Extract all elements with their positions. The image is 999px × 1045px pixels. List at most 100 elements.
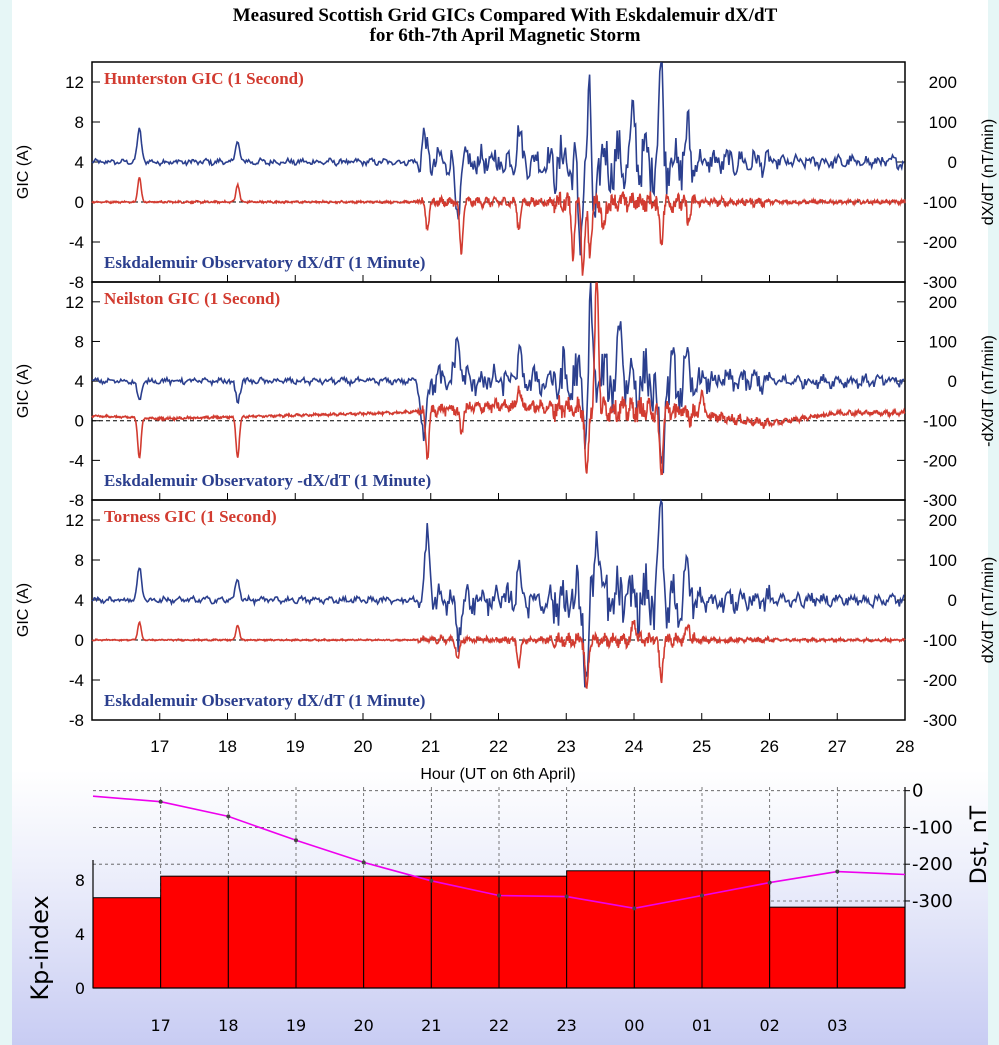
dxdt-series-line: [92, 283, 904, 473]
right-tick-label: -100: [923, 631, 957, 650]
left-tick-label: 12: [65, 293, 84, 312]
dxdt-series-label: Eskdalemuir Observatory dX/dT (1 Minute): [104, 253, 425, 272]
right-tick-label: -200: [923, 671, 957, 690]
kp-bar: [837, 907, 905, 988]
x-tick-label: 19: [286, 737, 305, 756]
dst-point: [362, 860, 366, 864]
left-tick-label: 8: [75, 113, 84, 132]
kp-x-tick-label: 21: [421, 1016, 441, 1035]
dst-point: [159, 800, 163, 804]
left-tick-label: -4: [69, 233, 84, 252]
panel-frame-1: [92, 62, 905, 282]
kp-x-tick-label: 03: [827, 1016, 847, 1035]
x-tick-label: 20: [354, 737, 373, 756]
y-axis-label-right: dX/dT (nT/min): [980, 119, 997, 225]
kp-x-tick-label: 23: [556, 1016, 576, 1035]
gic-series-line: [92, 620, 905, 688]
dst-point: [429, 879, 433, 883]
panel-frame-2: [92, 282, 905, 500]
right-tick-label: -300: [923, 273, 957, 292]
left-tick-label: -8: [69, 273, 84, 292]
dst-point: [294, 838, 298, 842]
y-axis-label-right: dX/dT (nT/min): [980, 557, 997, 663]
left-tick-label: 12: [65, 73, 84, 92]
left-tick-label: -8: [69, 711, 84, 730]
panel-frame-3: [92, 500, 905, 720]
left-tick-label: 0: [75, 412, 84, 431]
y-axis-label-right: -dX/dT (nT/min): [980, 335, 997, 447]
chart-title: for 6th-7th April Magnetic Storm: [370, 25, 641, 46]
kp-x-tick-label: 19: [286, 1016, 306, 1035]
kp-bar: [93, 898, 161, 988]
right-tick-label: -200: [923, 233, 957, 252]
right-tick-label: 100: [929, 332, 957, 351]
x-tick-label: 25: [692, 737, 711, 756]
left-tick-label: 4: [75, 153, 84, 172]
dst-point: [632, 906, 636, 910]
dst-point: [700, 893, 704, 897]
left-tick-label: 8: [75, 332, 84, 351]
dxdt-series-line: [92, 501, 904, 687]
right-tick-label: -200: [923, 451, 957, 470]
x-tick-label: 27: [828, 737, 847, 756]
gic-series-label: Neilston GIC (1 Second): [104, 289, 280, 308]
kp-bar: [634, 871, 702, 988]
x-tick-label: 21: [421, 737, 440, 756]
right-tick-label: 200: [929, 293, 957, 312]
kp-x-tick-label: 18: [218, 1016, 238, 1035]
right-tick-label: 200: [929, 511, 957, 530]
gic-series-label: Torness GIC (1 Second): [104, 507, 277, 526]
kp-bar: [364, 876, 432, 988]
right-tick-label: 100: [929, 551, 957, 570]
kp-x-tick-label: 17: [150, 1016, 170, 1035]
kp-bar: [161, 876, 229, 988]
dst-point: [565, 895, 569, 899]
y-axis-label-left: GIC (A): [15, 145, 32, 199]
right-tick-label: -300: [923, 491, 957, 510]
kp-x-tick-label: 22: [489, 1016, 509, 1035]
left-tick-label: 0: [75, 631, 84, 650]
chart-title: Measured Scottish Grid GICs Compared Wit…: [233, 5, 778, 26]
right-tick-label: 100: [929, 113, 957, 132]
kp-bar: [499, 876, 567, 988]
y-axis-label-left: GIC (A): [15, 583, 32, 637]
dxdt-series-label: Eskdalemuir Observatory -dX/dT (1 Minute…: [104, 471, 431, 490]
dst-point: [497, 893, 501, 897]
dxdt-series-line: [92, 63, 904, 255]
dst-tick-label: -100: [912, 817, 953, 838]
left-tick-label: 12: [65, 511, 84, 530]
right-tick-label: -100: [923, 412, 957, 431]
dst-point: [835, 870, 839, 874]
kp-x-tick-label: 00: [624, 1016, 644, 1035]
dst-axis-label: Dst, nT: [967, 805, 992, 884]
kp-bar: [296, 876, 364, 988]
dst-tick-label: 0: [912, 781, 923, 802]
left-tick-label: 4: [75, 591, 84, 610]
kp-bar: [567, 871, 635, 988]
left-tick-label: -4: [69, 451, 84, 470]
left-tick-label: 4: [75, 372, 84, 391]
left-tick-label: 8: [75, 551, 84, 570]
kp-bar: [770, 907, 838, 988]
right-tick-label: -300: [923, 711, 957, 730]
kp-tick-label: 4: [75, 925, 85, 944]
x-axis-label: Hour (UT on 6th April): [420, 766, 575, 783]
kp-x-tick-label: 01: [692, 1016, 712, 1035]
left-tick-label: 0: [75, 193, 84, 212]
dxdt-series-label: Eskdalemuir Observatory dX/dT (1 Minute): [104, 691, 425, 710]
kp-tick-label: 8: [75, 871, 85, 890]
right-tick-label: 0: [948, 372, 957, 391]
left-tick-label: -8: [69, 491, 84, 510]
dst-tick-label: -200: [912, 854, 953, 875]
kp-x-tick-label: 02: [759, 1016, 779, 1035]
right-tick-label: 0: [948, 591, 957, 610]
x-tick-label: 23: [557, 737, 576, 756]
right-tick-label: 0: [948, 153, 957, 172]
kp-bar: [228, 876, 296, 988]
x-tick-label: 17: [150, 737, 169, 756]
x-tick-label: 18: [218, 737, 237, 756]
y-axis-label-left: GIC (A): [15, 364, 32, 418]
x-tick-label: 26: [760, 737, 779, 756]
dst-tick-label: -300: [912, 891, 953, 912]
